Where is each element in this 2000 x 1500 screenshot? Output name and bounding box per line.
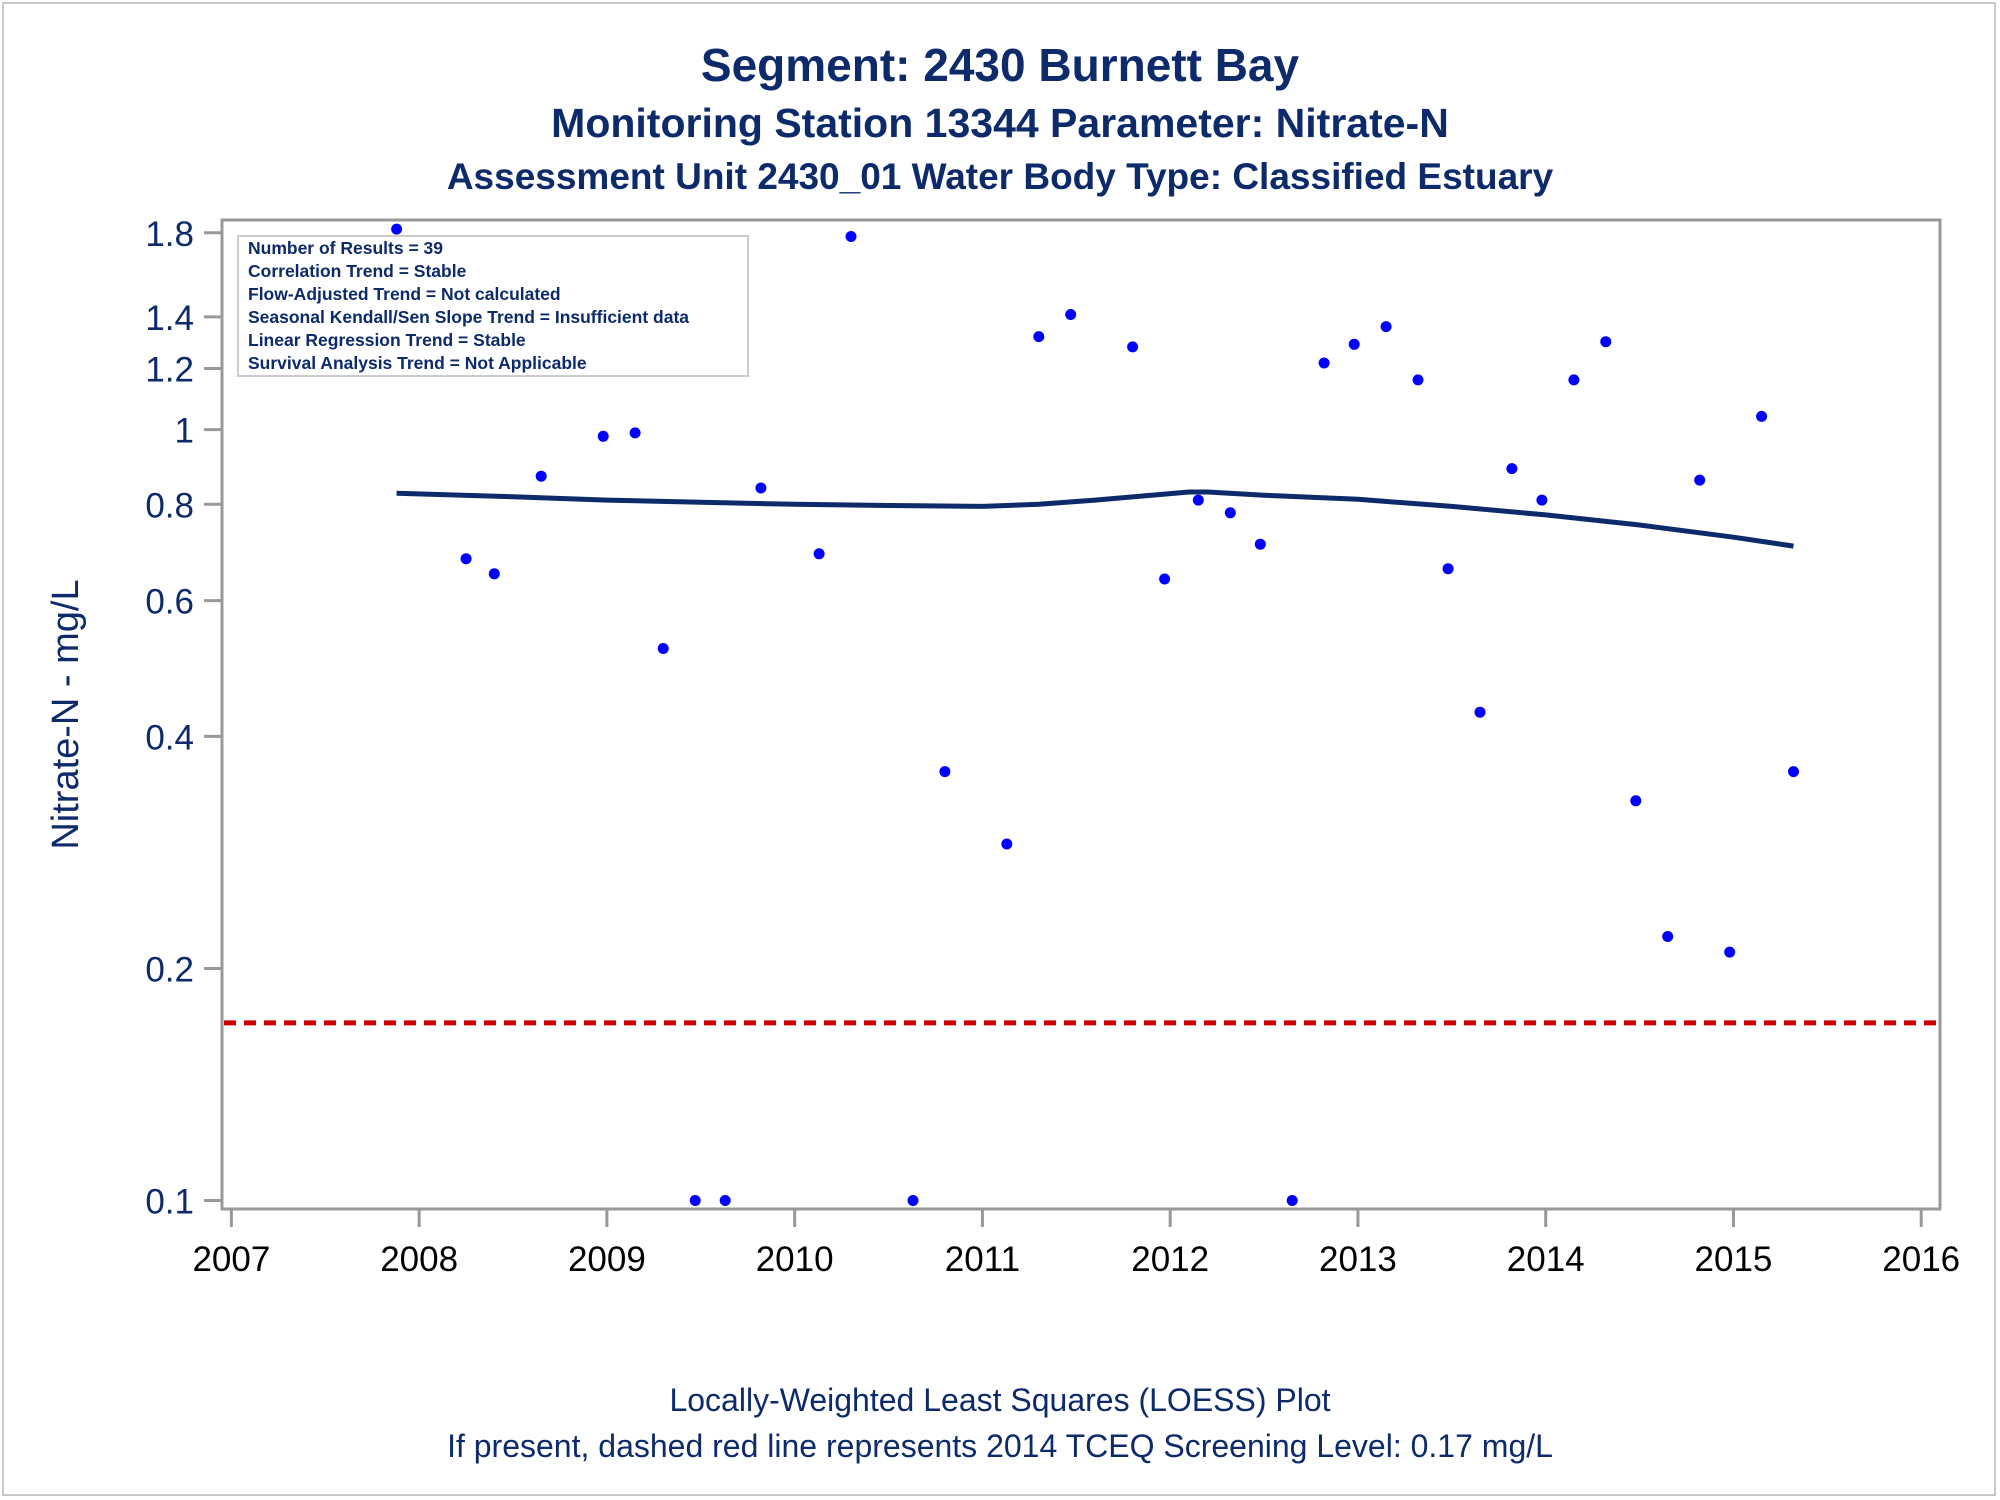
- data-point: [1286, 1195, 1298, 1206]
- data-point: [629, 427, 641, 439]
- x-tick-label: 2008: [380, 1240, 458, 1279]
- data-point: [1600, 336, 1612, 348]
- data-point: [1630, 795, 1642, 807]
- x-tick-label: 2014: [1507, 1240, 1585, 1279]
- y-axis: 0.1 0.2 0.4 0.6 0.8 1 1.2 1.4 1.8: [145, 215, 222, 1222]
- x-axis: 2007 2008 2009 2010 2011 2012 2013 2014 2015 2016: [192, 1209, 1960, 1279]
- data-point: [1127, 341, 1139, 353]
- stats-line: Correlation Trend = Stable: [248, 261, 467, 281]
- stats-line: Seasonal Kendall/Sen Slope Trend = Insuf…: [248, 307, 689, 327]
- y-tick-label: 0.2: [145, 950, 194, 989]
- data-point: [535, 470, 547, 482]
- data-point: [1224, 507, 1236, 519]
- data-point: [1192, 494, 1204, 506]
- x-tick-label: 2012: [1131, 1240, 1209, 1279]
- data-point: [719, 1195, 731, 1206]
- data-point: [1662, 931, 1674, 942]
- data-point: [1442, 563, 1454, 575]
- y-axis-label: Nitrate-N - mg/L: [45, 579, 87, 849]
- data-point: [1724, 946, 1736, 958]
- data-point: [1001, 838, 1013, 850]
- y-tick-label: 1.4: [145, 299, 194, 338]
- stats-line: Number of Results = 39: [248, 238, 443, 258]
- x-tick-label: 2009: [568, 1240, 646, 1279]
- y-tick-label: 0.8: [145, 486, 194, 525]
- data-point: [755, 482, 767, 494]
- data-point: [597, 430, 609, 442]
- stats-inset: Number of Results = 39 Correlation Trend …: [237, 235, 749, 377]
- data-point: [1065, 309, 1077, 320]
- footnote-screening: If present, dashed red line represents 2…: [447, 1428, 1553, 1464]
- data-point: [488, 568, 500, 580]
- data-point: [689, 1195, 701, 1206]
- x-tick-label: 2015: [1695, 1240, 1773, 1279]
- data-points: [391, 223, 1799, 1206]
- plot-area: [220, 218, 1942, 1211]
- y-tick-label: 0.1: [145, 1183, 194, 1222]
- data-point: [460, 553, 472, 565]
- data-point: [1318, 357, 1330, 369]
- data-point: [1474, 706, 1486, 718]
- y-tick-label: 0.4: [145, 718, 194, 757]
- data-point: [1506, 463, 1518, 475]
- data-point: [1568, 374, 1580, 386]
- x-tick-label: 2016: [1882, 1240, 1960, 1279]
- data-point: [939, 766, 951, 778]
- x-tick-label: 2010: [756, 1240, 834, 1279]
- stats-line: Flow-Adjusted Trend = Not calculated: [248, 284, 561, 304]
- data-point: [845, 231, 857, 242]
- data-point: [1536, 494, 1548, 506]
- y-tick-label: 1.8: [145, 215, 194, 254]
- data-point: [1380, 321, 1392, 333]
- chart-subtitle-2: Assessment Unit 2430_01 Water Body Type:…: [446, 156, 1554, 197]
- data-point: [1756, 410, 1768, 422]
- chart-title: Segment: 2430 Burnett Bay: [700, 39, 1300, 91]
- data-point: [1254, 538, 1266, 550]
- x-tick-label: 2013: [1319, 1240, 1397, 1279]
- data-point: [1694, 474, 1706, 486]
- x-tick-label: 2011: [945, 1240, 1020, 1279]
- stats-line: Survival Analysis Trend = Not Applicable: [248, 353, 587, 373]
- stats-line: Linear Regression Trend = Stable: [248, 330, 526, 350]
- data-point: [391, 223, 403, 235]
- chart-subtitle: Monitoring Station 13344 Parameter: Nitr…: [551, 100, 1449, 146]
- x-tick-label: 2007: [192, 1240, 270, 1279]
- data-point: [1412, 374, 1424, 386]
- data-point: [1159, 573, 1171, 585]
- data-point: [1348, 338, 1360, 350]
- y-tick-label: 1: [175, 412, 194, 451]
- data-point: [813, 548, 825, 560]
- y-tick-label: 1.2: [145, 351, 194, 390]
- loess-trend-line: [396, 489, 1794, 549]
- data-point: [1788, 766, 1799, 778]
- y-tick-label: 0.6: [145, 583, 194, 622]
- data-point: [657, 643, 669, 654]
- footnote-loess: Locally-Weighted Least Squares (LOESS) P…: [669, 1382, 1331, 1418]
- data-point: [907, 1195, 919, 1206]
- stats-box-border: [237, 235, 749, 377]
- data-point: [1033, 331, 1045, 343]
